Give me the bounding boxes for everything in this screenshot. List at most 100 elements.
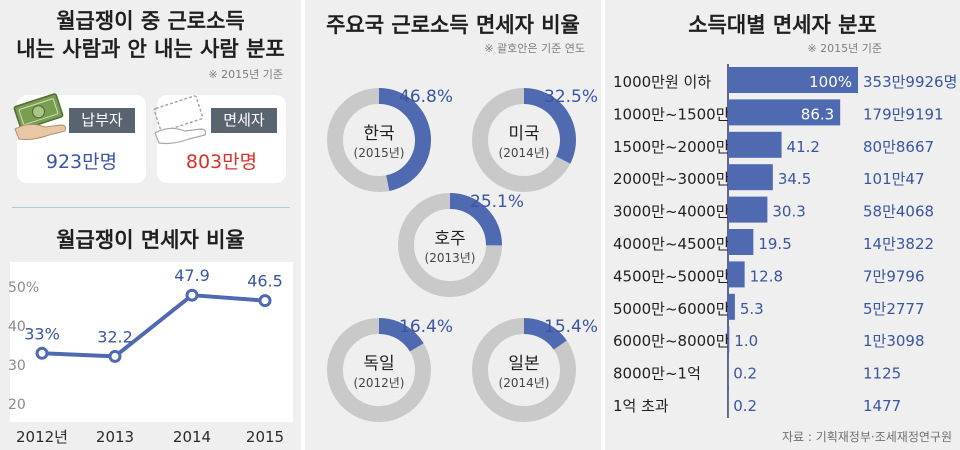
left-title-line1: 월급쟁이 중 근로소득: [56, 9, 245, 33]
line-value-label: 46.5: [247, 272, 283, 291]
donut-share-arc: [378, 88, 431, 191]
donut-country: 일본: [508, 354, 539, 374]
bar-count-label: 58만4068: [863, 203, 934, 221]
line-value-label: 33%: [24, 324, 60, 343]
donut-year: (2014년): [499, 376, 550, 390]
bar-value-label: 19.5: [758, 235, 791, 253]
line-series: [41, 293, 266, 359]
empty-hand-icon: [153, 95, 207, 145]
left-title-line2: 내는 사람과 안 내는 사람 분포: [16, 37, 285, 61]
bar-value-label: 12.8: [750, 267, 783, 285]
right-panel: 소득대별 면세자 분포 ※ 2015년 기준 1000만원 이하 100% 353만…: [605, 0, 960, 450]
x-tick-label: 2012년: [16, 428, 68, 446]
line-chart: 20 30 40 50% 33% 32.2 47.9 46.5 2012년 2013 2014 201…: [8, 262, 293, 446]
donut-country: 독일: [363, 354, 394, 374]
donut-year: (2014년): [499, 146, 550, 160]
donut-5: 일본 (2014년) 15.4%: [472, 317, 598, 422]
left-panel: 월급쟁이 중 근로소득 내는 사람과 안 내는 사람 분포 ※ 2015년 기준…: [0, 0, 301, 450]
y-tick-label: 40: [8, 319, 26, 335]
donut-value-label: 16.4%: [399, 317, 453, 337]
line-chart-title: 월급쟁이 면세자 비율: [56, 228, 245, 252]
left-divider: [12, 207, 290, 208]
bar: [728, 196, 768, 223]
bar-category-label: 1억 초과: [613, 397, 669, 415]
x-tick-label: 2015: [246, 428, 284, 446]
bar-category-label: 3000만~4000만: [613, 203, 730, 221]
bar-value-label: 86.3: [801, 105, 834, 123]
donut-year: (2012년): [354, 376, 405, 390]
bar-category-label: 6000만~8000만: [613, 332, 730, 350]
bar-value-label: 100%: [809, 73, 852, 91]
bar-count-label: 179만9191: [863, 105, 944, 123]
bar: [728, 131, 782, 158]
donut-share-arc: [523, 88, 576, 164]
donut-share-arc: [378, 318, 424, 352]
bar-count-label: 80만8667: [863, 138, 934, 156]
donut-charts: 한국 (2015년) 46.8% 미국 (2014년) 32.5% 호주 (2013년) 25.…: [327, 87, 598, 422]
bar-value-label: 0.2: [733, 365, 757, 383]
x-tick-label: 2013: [96, 428, 134, 446]
donut-3: 호주 (2013년) 25.1%: [398, 192, 524, 297]
bar-category-label: 1000만원 이하: [613, 73, 711, 91]
donut-value-label: 46.8%: [399, 87, 453, 107]
bar-value-label: 1.0: [734, 332, 758, 350]
bar: [728, 164, 773, 191]
cash-in-hand-icon: [13, 93, 66, 140]
middle-panel: 주요국 근로소득 면세자 비율 ※ 괄호안은 기준 연도 한국 (2015년) 46…: [305, 0, 601, 450]
bar-count-label: 5만2777: [863, 300, 925, 318]
left-note: ※ 2015년 기준: [208, 68, 283, 81]
bar-count-label: 101만47: [863, 170, 925, 188]
x-tick-label: 2014: [173, 428, 211, 446]
donut-year: (2013년): [425, 251, 476, 265]
y-tick-label: 30: [8, 358, 26, 374]
bar-value-label: 30.3: [772, 203, 805, 221]
donut-country: 미국: [508, 124, 539, 144]
line-point: [258, 294, 272, 308]
y-tick-label: 20: [8, 397, 26, 413]
right-title: 소득대별 면세자 분포: [688, 13, 877, 37]
y-tick-label: 50%: [8, 280, 39, 296]
donut-share-arc: [523, 318, 567, 350]
exempt-label: 면세자: [211, 108, 277, 133]
bar-category-label: 2000만~3000만: [613, 170, 730, 188]
donut-share-arc: [449, 193, 502, 246]
source-note: 자료 : 기획재정부·조세재정연구원: [781, 430, 952, 444]
bar: [728, 293, 735, 320]
line-value-label: 47.9: [174, 266, 210, 285]
bar-category-label: 8000만~1억: [613, 365, 701, 383]
line-point: [185, 288, 199, 302]
exempt-count: 803만명: [185, 151, 258, 173]
bar-count-label: 7만9796: [863, 267, 925, 285]
taxpayer-count: 923만명: [45, 151, 118, 173]
donut-2: 미국 (2014년) 32.5%: [472, 87, 598, 192]
middle-note: ※ 괄호안은 기준 연도: [484, 42, 585, 55]
bar-chart: 1000만원 이하 100% 353만9926명 1000만~1500만 86.3 179…: [613, 64, 957, 418]
donut-year: (2015년): [354, 146, 405, 160]
bar: [728, 326, 730, 353]
middle-title: 주요국 근로소득 면세자 비율: [326, 13, 580, 37]
bar: [728, 261, 745, 288]
donut-value-label: 32.5%: [544, 87, 598, 107]
donut-4: 독일 (2012년) 16.4%: [327, 317, 453, 422]
taxpayer-card: 납부자 923만명: [13, 93, 146, 183]
bar-category-label: 4500만~5000만: [613, 267, 730, 285]
bar-category-label: 4000만~4500만: [613, 235, 730, 253]
bar: [728, 229, 754, 255]
bar-value-label: 41.2: [787, 138, 820, 156]
bar-category-label: 5000만~6000만: [613, 300, 730, 318]
line-value-label: 32.2: [97, 327, 133, 346]
bar-count-label: 1477: [863, 397, 901, 415]
donut-country: 한국: [363, 124, 394, 144]
bar-value-label: 0.2: [733, 397, 757, 415]
bar-value-label: 5.3: [740, 300, 764, 318]
bar-category-label: 1500만~2000만: [613, 138, 730, 156]
line-plot-area: [10, 262, 293, 422]
donut-value-label: 15.4%: [544, 317, 598, 337]
bar-count-label: 353만9926명: [863, 73, 957, 91]
bar: [728, 67, 858, 93]
bar-value-label: 34.5: [778, 170, 811, 188]
taxpayer-label: 납부자: [69, 108, 135, 133]
bar-category-label: 1000만~1500만: [613, 105, 730, 123]
bar-count-label: 1125: [863, 365, 901, 383]
donut-value-label: 25.1%: [470, 192, 524, 212]
